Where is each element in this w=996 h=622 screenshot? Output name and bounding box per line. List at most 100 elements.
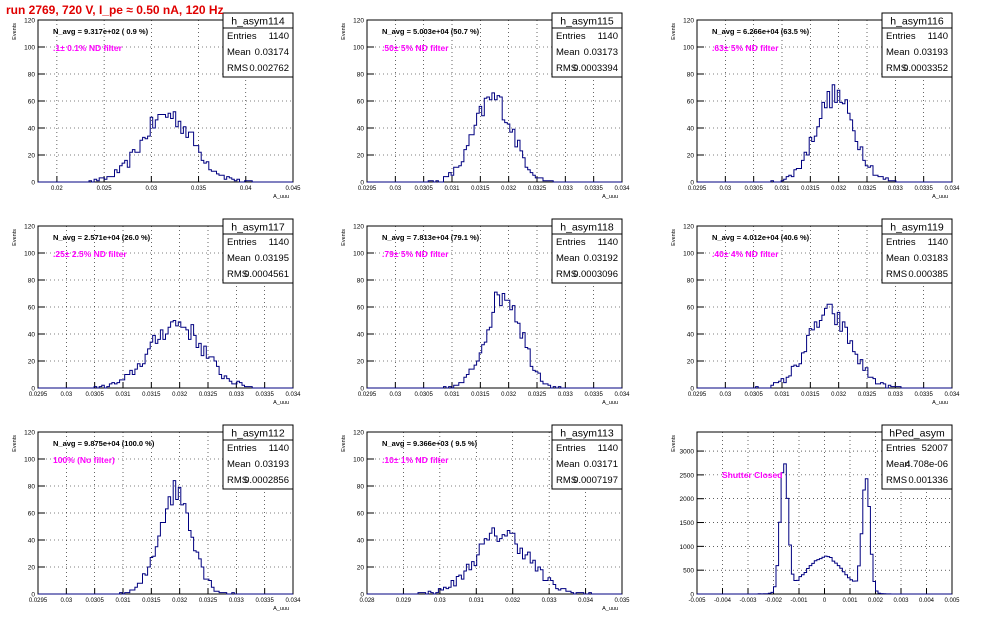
y-tick-label: 80 [357,72,365,79]
stats-value: 4.708e-06 [905,459,948,470]
filter-label: .79± 5% ND filter [382,249,449,259]
stats-key: RMS [556,63,577,74]
x-tick-label: 0.0335 [255,598,274,604]
x-tick-label: 0.0305 [85,598,104,604]
y-tick-label: 20 [687,359,695,366]
stats-value: 0.0003394 [573,63,618,74]
y-tick-label: 100 [683,251,694,258]
x-tick-label: 0.03 [719,186,731,192]
stats-value: 1140 [928,237,948,248]
y-tick-label: 120 [683,18,694,25]
x-tick-label: 0.034 [285,598,301,604]
x-axis-label: A_uuu [273,400,289,406]
histogram-series [38,480,293,595]
stats-value: 52007 [922,443,948,454]
stats-key: Entries [556,237,586,248]
x-tick-label: 0.03 [145,186,157,192]
y-tick-label: 100 [24,251,35,258]
histogram-panel-h_asym118: 0 20 40 60 80 100 120 0.0295 0.03 0.0305 0.031 0.03… [341,218,630,406]
y-tick-label: 80 [357,278,365,285]
stats-value: 1140 [269,237,289,248]
filter-label: .10± 1% ND filter [382,455,449,465]
y-tick-label: 100 [683,45,694,52]
y-tick-label: 2000 [680,496,695,503]
x-tick-label: 0.03 [719,392,731,398]
x-tick-label: 0.045 [285,186,301,192]
y-tick-label: 40 [357,332,365,339]
x-tick-label: 0.031 [444,186,460,192]
stats-value: 0.001336 [908,475,948,486]
x-tick-label: -0.003 [739,598,757,604]
x-tick-label: 0.0315 [801,186,820,192]
stats-value: 1140 [598,31,618,42]
x-tick-label: 0.029 [396,598,412,604]
y-axis-label: Events [12,435,18,452]
stats-key: Entries [556,443,586,454]
y-axis-label: Events [341,435,347,452]
x-tick-label: 0.035 [614,598,630,604]
x-tick-label: 0.0315 [142,392,161,398]
stats-value: 0.03183 [914,253,948,264]
x-tick-label: 0.0295 [29,392,48,398]
stats-key: Mean [886,459,910,470]
y-axis-label: Events [341,23,347,40]
x-axis-label: A_uuu [602,606,618,612]
x-tick-label: 0.001 [842,598,858,604]
y-tick-label: 40 [357,126,365,133]
x-tick-label: 0.034 [944,186,960,192]
x-tick-label: 0.0325 [528,392,547,398]
stats-key: Mean [556,459,580,470]
stats-key: RMS [227,63,248,74]
x-axis-label: A_uuu [273,606,289,612]
x-tick-label: 0.0325 [858,186,877,192]
canvas-title: run 2769, 720 V, I_pe ≈ 0.50 nA, 120 Hz [6,3,224,17]
x-tick-label: 0.033 [888,392,904,398]
histogram-series [697,303,952,389]
y-tick-label: 60 [28,99,36,106]
x-tick-label: 0.0325 [199,598,218,604]
x-tick-label: 0.04 [240,186,252,192]
x-tick-label: 0.0295 [688,186,707,192]
y-tick-label: 0 [360,386,364,393]
stats-key: Mean [227,47,251,58]
stats-value: 0.03171 [584,459,618,470]
x-tick-label: 0.03 [434,598,446,604]
x-tick-label: 0.0335 [584,392,603,398]
x-tick-label: 0.034 [285,392,301,398]
stats-key: Entries [886,237,916,248]
stats-value: 0.03193 [255,459,289,470]
filter-label: .50± 5% ND filter [382,43,449,53]
y-tick-label: 120 [24,430,35,437]
x-tick-label: 0.0305 [414,392,433,398]
y-axis-label: Events [12,229,18,246]
stats-key: RMS [227,475,248,486]
histogram-name: h_asym112 [231,428,285,440]
y-axis-label: Events [12,23,18,40]
x-tick-label: 0.033 [558,392,574,398]
x-tick-label: 0.03 [389,186,401,192]
x-tick-label: 0.03 [60,598,72,604]
histogram-panel-hPed_asym: 0 500 1000 1500 2000 2500 3000 -0.005 -0.004 -0.0… [671,424,960,604]
filter-label: 100% (No filter) [53,455,115,465]
navg-label: N_avg = 6.266e+04 (63.5 %) [712,27,810,36]
stats-key: Entries [227,443,257,454]
x-axis-label: A_uuu [602,194,618,200]
navg-label: N_avg = 9.875e+04 (100.0 %) [53,439,155,448]
x-axis-label: A_uuu [602,400,618,406]
stats-value: 0.0003352 [903,63,948,74]
histogram-name: h_asym116 [890,16,944,28]
y-tick-label: 80 [687,72,695,79]
x-tick-label: 0 [823,598,827,604]
y-tick-label: 120 [353,18,364,25]
stats-key: Entries [886,31,916,42]
filter-label: .40± 4% ND filter [712,249,779,259]
stats-value: 0.03195 [255,253,289,264]
x-tick-label: 0.0305 [744,186,763,192]
histogram-panel-h_asym113: 0 20 40 60 80 100 120 0.028 0.029 0.03 0.031 0.032 0… [341,424,630,612]
y-tick-label: 0 [690,180,694,187]
x-tick-label: 0.032 [831,392,847,398]
y-tick-label: 0 [360,180,364,187]
x-tick-label: 0.004 [919,598,935,604]
histogram-panel-h_asym119: 0 20 40 60 80 100 120 0.0295 0.03 0.0305 0.031 0.03… [671,218,960,406]
